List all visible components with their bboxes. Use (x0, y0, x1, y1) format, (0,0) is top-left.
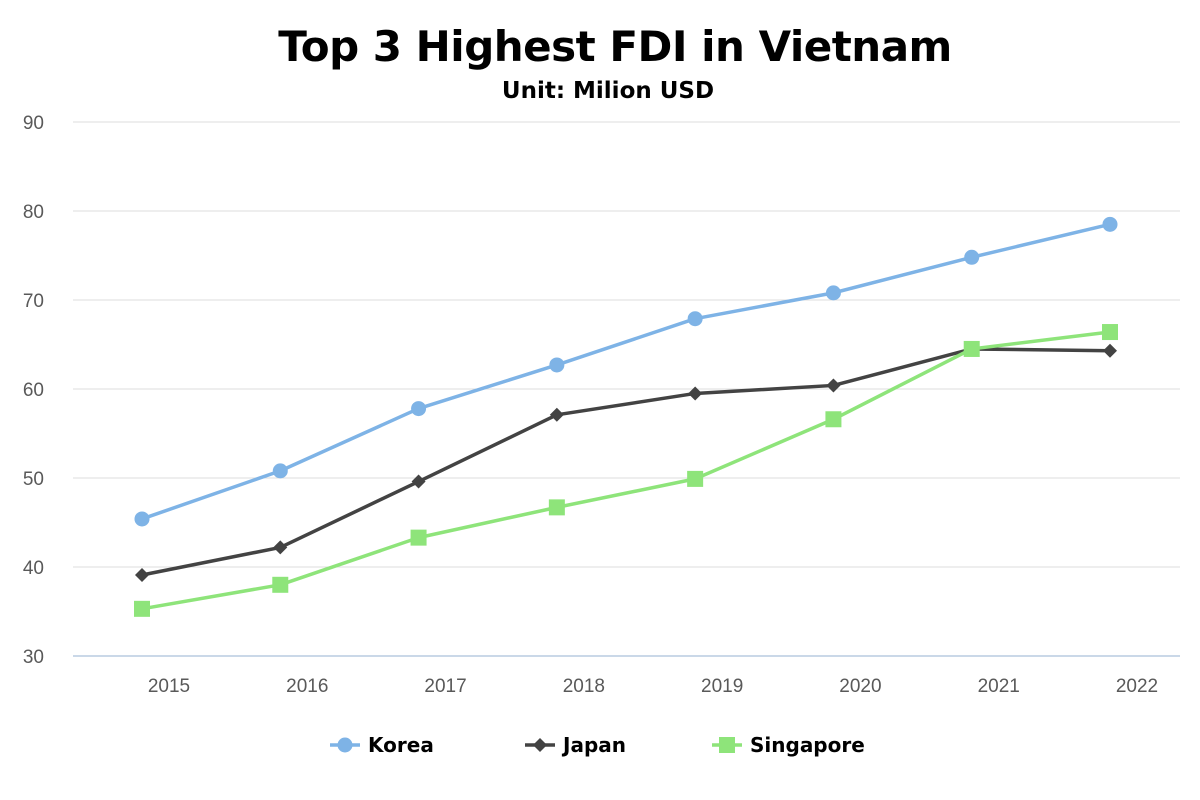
data-point-korea (411, 401, 427, 417)
data-point-japan (1103, 343, 1117, 358)
x-tick-label: 2022 (1116, 676, 1158, 697)
series-group (134, 216, 1118, 617)
data-point-singapore (825, 411, 842, 428)
legend: Korea Japan Singapore (330, 733, 865, 757)
data-point-korea (134, 511, 150, 527)
legend-marker (533, 738, 547, 752)
data-point-singapore (134, 600, 150, 617)
x-axis: 2015 2016 2017 2018 2019 2020 2021 2022 (148, 676, 1158, 697)
y-tick-label: 90 (23, 113, 44, 134)
data-point-singapore (272, 576, 289, 593)
legend-label: Singapore (750, 733, 865, 757)
data-point-korea (549, 357, 565, 373)
y-tick-label: 60 (23, 380, 44, 401)
x-tick-label: 2018 (563, 676, 605, 697)
data-point-singapore (548, 499, 565, 516)
series-line-singapore (141, 330, 1111, 611)
x-tick-label: 2015 (148, 676, 190, 697)
data-point-japan (549, 407, 564, 422)
x-tick-label: 2020 (839, 676, 881, 697)
x-tick-label: 2016 (286, 676, 328, 697)
y-tick-label: 70 (23, 291, 44, 312)
x-tick-label: 2019 (701, 676, 743, 697)
data-point-korea (825, 285, 841, 301)
data-point-singapore (1102, 324, 1118, 341)
data-point-korea (964, 249, 980, 265)
legend-item-japan: Japan (525, 733, 626, 757)
data-point-japan (135, 568, 149, 583)
series-korea (134, 216, 1118, 527)
gridlines (73, 121, 1180, 657)
data-point-singapore (963, 340, 980, 357)
data-point-japan (826, 378, 841, 393)
legend-marker (719, 737, 735, 753)
legend-marker (337, 737, 353, 753)
y-tick-label: 40 (23, 558, 44, 579)
data-point-singapore (410, 529, 427, 546)
data-point-japan (273, 540, 288, 555)
data-point-korea (272, 463, 288, 479)
series-singapore (134, 324, 1118, 617)
y-tick-label: 30 (23, 647, 44, 668)
legend-item-singapore: Singapore (712, 733, 865, 757)
data-point-singapore (687, 470, 704, 487)
y-axis: 30 40 50 60 70 80 90 (23, 113, 44, 668)
legend-label: Japan (561, 733, 626, 757)
chart-subtitle: Unit: Milion USD (501, 78, 715, 104)
legend-label: Korea (368, 733, 434, 757)
legend-item-korea: Korea (330, 733, 434, 757)
series-line-korea (141, 222, 1111, 521)
chart-title: Top 3 Highest FDI in Vietnam (278, 22, 952, 71)
series-line-japan (141, 347, 1111, 577)
x-tick-label: 2021 (978, 676, 1020, 697)
x-tick-label: 2017 (424, 676, 466, 697)
series-japan (135, 341, 1117, 583)
data-point-japan (411, 474, 426, 489)
y-tick-label: 50 (23, 469, 44, 490)
y-tick-label: 80 (23, 202, 44, 223)
data-point-korea (687, 311, 703, 327)
data-point-korea (1102, 216, 1118, 232)
data-point-japan (688, 386, 703, 401)
